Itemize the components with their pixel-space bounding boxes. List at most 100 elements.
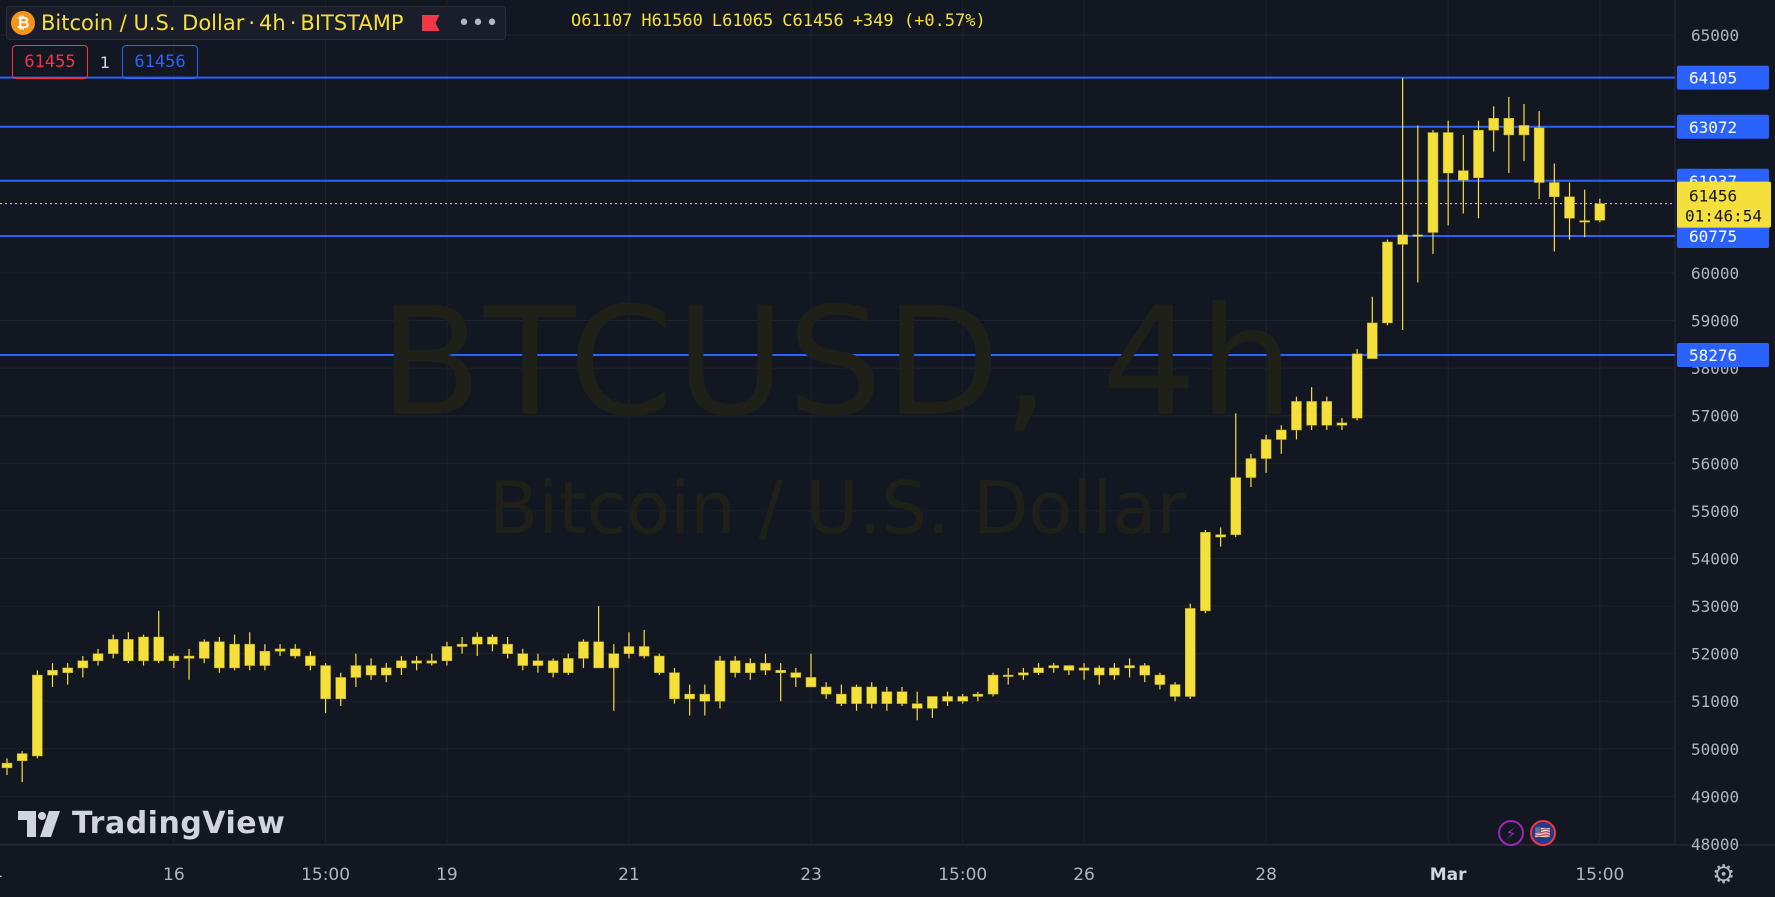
sell-button[interactable]: 61455 bbox=[12, 45, 88, 79]
price-axis bbox=[1675, 0, 1775, 845]
candle-body bbox=[244, 643, 255, 666]
x-tick-label: 15:00 bbox=[1575, 865, 1624, 885]
more-options-icon[interactable]: ••• bbox=[457, 10, 500, 36]
candle-body bbox=[47, 670, 58, 676]
interval-label[interactable]: 4h bbox=[259, 11, 286, 35]
candle-body bbox=[487, 636, 498, 645]
x-tick-label: 15:00 bbox=[938, 865, 987, 885]
x-tick-label: 16 bbox=[163, 865, 185, 885]
candle-body bbox=[123, 639, 134, 662]
candle-body bbox=[153, 636, 164, 662]
candle-body bbox=[168, 655, 180, 662]
candle-body bbox=[1367, 322, 1378, 359]
candle-body bbox=[1124, 665, 1135, 669]
candle-body bbox=[1200, 532, 1211, 612]
candle-body bbox=[274, 648, 286, 652]
candle-body bbox=[1, 762, 13, 769]
candle-body bbox=[92, 653, 104, 662]
x-tick-label: Mar bbox=[1430, 865, 1467, 885]
candle-body bbox=[1109, 667, 1120, 676]
candle-body bbox=[608, 653, 620, 669]
candle-body bbox=[1185, 608, 1196, 697]
candle-body bbox=[62, 667, 73, 673]
low-value: L61065 bbox=[711, 11, 774, 31]
candle-body bbox=[1518, 125, 1530, 136]
high-value: H61560 bbox=[641, 11, 703, 31]
candle-body bbox=[790, 672, 802, 678]
bar-countdown: 01:46:54 bbox=[1685, 207, 1762, 226]
candle-body bbox=[1503, 118, 1515, 136]
candle-body bbox=[881, 691, 893, 704]
candle-body bbox=[198, 641, 210, 659]
candle-body bbox=[1260, 439, 1272, 459]
level-price-tag bbox=[1677, 114, 1769, 139]
candle-body bbox=[411, 660, 422, 664]
candle-body bbox=[623, 646, 635, 654]
symbol-name[interactable]: Bitcoin / U.S. Dollar bbox=[41, 11, 245, 35]
last-price-value: 61456 bbox=[1689, 187, 1737, 206]
y-tick-label: 51000 bbox=[1691, 692, 1739, 711]
candle-body bbox=[289, 648, 301, 657]
candle-body bbox=[1442, 132, 1454, 174]
candle-body bbox=[760, 662, 771, 671]
candle-body bbox=[1549, 182, 1560, 198]
candle-body bbox=[1351, 353, 1363, 419]
watermark-ticker: BTCUSD, 4h bbox=[379, 276, 1296, 450]
lightning-icon[interactable]: ⚡ bbox=[1498, 820, 1524, 846]
watermark-name: Bitcoin / U.S. Dollar bbox=[488, 466, 1187, 550]
y-tick-label: 55000 bbox=[1691, 502, 1739, 521]
tradingview-logo[interactable]: TradingView bbox=[18, 806, 285, 841]
tradingview-wordmark: TradingView bbox=[72, 806, 286, 841]
level-price-label: 63072 bbox=[1689, 118, 1737, 137]
buy-button[interactable]: 61456 bbox=[122, 45, 198, 79]
candle-body bbox=[138, 636, 149, 662]
candle-body bbox=[1215, 534, 1226, 538]
y-tick-label: 56000 bbox=[1691, 454, 1739, 473]
candle-body bbox=[1488, 118, 1499, 131]
us-flag-icon[interactable]: 🇺🇸 bbox=[1530, 820, 1556, 846]
settings-icon[interactable]: ⚙ bbox=[1712, 860, 1736, 890]
candle-body bbox=[927, 696, 938, 709]
y-tick-label: 57000 bbox=[1691, 407, 1739, 426]
candle-body bbox=[1382, 241, 1393, 324]
open-value: O61107 bbox=[571, 11, 633, 31]
candle-body bbox=[1473, 129, 1484, 179]
candle-body bbox=[957, 696, 968, 702]
candle-body bbox=[1093, 667, 1105, 676]
y-tick-label: 65000 bbox=[1691, 26, 1739, 45]
candle-body bbox=[851, 686, 862, 704]
candle-body bbox=[32, 674, 43, 757]
candle-body bbox=[1033, 667, 1044, 673]
ohlc-values: O61107 H61560 L61065 C61456 +349 (+0.57%) bbox=[571, 11, 995, 31]
spread-value: 1 bbox=[99, 52, 111, 72]
candle-body bbox=[1397, 234, 1408, 245]
candle-body bbox=[684, 693, 695, 700]
candle-body bbox=[1048, 665, 1059, 669]
last-price-tag bbox=[1677, 181, 1771, 228]
candle-body bbox=[896, 691, 908, 704]
candle-body bbox=[1321, 401, 1333, 426]
close-value: C61456 bbox=[782, 11, 844, 31]
legend-separator: · bbox=[289, 11, 297, 35]
candle-body bbox=[1018, 672, 1029, 676]
y-tick-label: 49000 bbox=[1691, 787, 1739, 806]
candle-body bbox=[259, 651, 271, 666]
candle-body bbox=[654, 655, 665, 673]
level-price-tag bbox=[1677, 342, 1769, 367]
flag-icon[interactable] bbox=[421, 15, 440, 31]
candle-body bbox=[1154, 674, 1166, 685]
candle-body bbox=[866, 686, 877, 704]
candle-body bbox=[593, 641, 604, 669]
candle-body bbox=[1579, 220, 1590, 223]
candle-body bbox=[1002, 674, 1014, 677]
symbol-legend[interactable]: ₿ Bitcoin / U.S. Dollar · 4h · BITSTAMP … bbox=[6, 6, 507, 40]
candle-body bbox=[305, 655, 316, 666]
candle-body bbox=[16, 753, 28, 761]
candle-body bbox=[836, 693, 847, 704]
candle-body bbox=[775, 670, 786, 673]
x-tick-label: 23 bbox=[800, 865, 822, 885]
candle-body bbox=[1533, 127, 1545, 183]
candle-body bbox=[745, 662, 756, 673]
